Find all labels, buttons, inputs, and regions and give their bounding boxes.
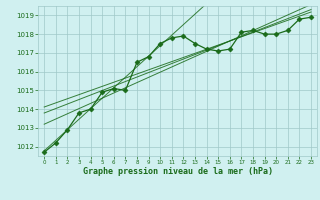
X-axis label: Graphe pression niveau de la mer (hPa): Graphe pression niveau de la mer (hPa) xyxy=(83,167,273,176)
